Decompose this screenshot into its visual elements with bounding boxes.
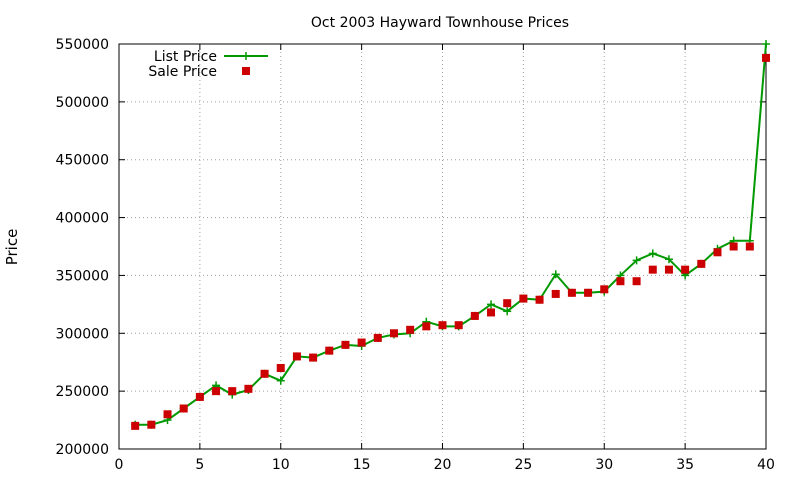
sale-price-point	[551, 289, 560, 298]
sale-price-point	[309, 353, 318, 362]
list-price-line	[135, 43, 767, 426]
sale-price-point	[454, 321, 463, 330]
list-price-point	[276, 376, 285, 385]
sale-price-point	[163, 410, 172, 419]
sale-price-point	[503, 299, 512, 308]
sale-price-point	[357, 338, 366, 347]
sale-price-point	[260, 369, 269, 378]
x-tick-label: 20	[434, 457, 452, 473]
x-tick-label: 30	[595, 457, 613, 473]
list-price-point	[487, 300, 496, 309]
sale-price-point	[438, 321, 447, 330]
legend-marker-list-price	[242, 52, 250, 60]
sale-price-point	[325, 346, 334, 355]
list-price-point	[648, 249, 657, 258]
sale-price-point	[567, 288, 576, 297]
x-tick-label: 25	[514, 457, 532, 473]
y-tick-label: 200000	[56, 442, 109, 458]
x-tick-label: 40	[757, 457, 775, 473]
sale-price-point	[276, 364, 285, 372]
sale-price-point	[713, 248, 722, 257]
sale-price-point	[244, 384, 253, 393]
sale-price-point	[147, 420, 156, 429]
x-tick-label: 0	[115, 457, 124, 473]
sale-price-point	[632, 277, 641, 286]
x-axis-tick-labels: 0 5 10 15 20 25 30 35 40	[115, 457, 775, 473]
y-tick-label: 450000	[56, 153, 109, 169]
chart-title: Oct 2003 Hayward Townhouse Prices	[311, 15, 569, 31]
sale-price-point	[487, 308, 496, 317]
list-price-point	[632, 256, 641, 265]
series-layer	[131, 40, 770, 430]
legend-label-list-price: List Price	[154, 49, 217, 65]
sale-price-point	[131, 421, 140, 430]
y-tick-label: 350000	[56, 268, 109, 284]
y-tick-label: 500000	[56, 95, 109, 111]
y-tick-label: 300000	[56, 326, 109, 342]
sale-price-point	[664, 265, 673, 274]
y-axis-tick-labels: 200000 250000 300000 350000 400000 450000 5000…	[56, 37, 109, 458]
sale-price-point	[195, 392, 204, 401]
sale-price-point	[373, 333, 382, 342]
sale-price-point	[648, 265, 657, 274]
sale-price-point	[470, 311, 479, 320]
sale-price-point	[228, 387, 237, 396]
y-axis-title: Price	[3, 229, 21, 266]
sale-price-point	[179, 404, 188, 413]
sale-price-point	[406, 325, 415, 334]
sale-price-point	[212, 387, 221, 396]
x-tick-label: 35	[676, 457, 694, 473]
list-price-point	[503, 307, 512, 316]
legend-label-sale-price: Sale Price	[148, 64, 217, 80]
axis-ticks	[118, 43, 767, 450]
sale-price-point	[745, 242, 754, 251]
x-tick-label: 10	[272, 457, 290, 473]
y-tick-label: 400000	[56, 211, 109, 227]
sale-price-point	[729, 242, 738, 251]
sale-price-point	[681, 265, 690, 274]
legend-marker-sale-price	[242, 67, 250, 75]
x-tick-label: 15	[353, 457, 371, 473]
sale-price-point	[292, 352, 301, 361]
list-price-point	[664, 255, 673, 264]
x-tick-label: 5	[195, 457, 204, 473]
sale-price-point	[519, 294, 528, 303]
y-tick-label: 250000	[56, 384, 109, 400]
list-price-point	[762, 40, 770, 48]
sale-price-point	[389, 329, 398, 338]
sale-price-point	[341, 340, 350, 349]
legend: List Price Sale Price	[148, 49, 268, 80]
sale-price-point	[584, 288, 593, 297]
sale-price-point	[600, 285, 609, 294]
sale-price-point	[616, 277, 625, 286]
sale-price-point	[422, 322, 431, 331]
sale-price-point	[697, 259, 706, 268]
sale-price-point	[535, 295, 544, 304]
y-tick-label: 550000	[56, 37, 109, 53]
sale-price-point	[762, 53, 770, 62]
list-price-point	[551, 270, 560, 279]
